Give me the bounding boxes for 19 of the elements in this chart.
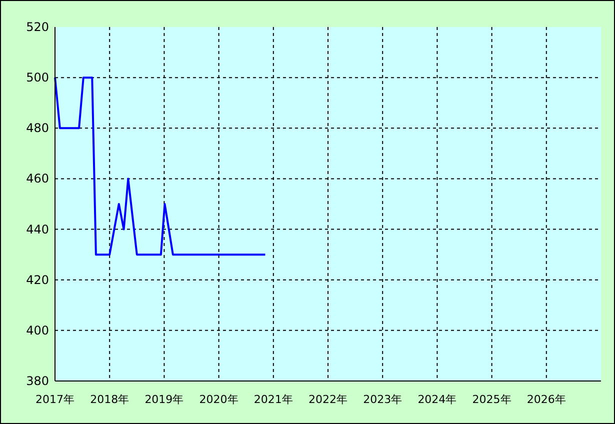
x-tick-label: 2021年 <box>254 393 293 406</box>
x-tick-label: 2018年 <box>90 393 130 406</box>
x-tick-label: 2020年 <box>199 393 238 406</box>
y-tick-label: 500 <box>26 70 49 85</box>
y-tick-label: 440 <box>26 222 49 236</box>
y-tick-label: 520 <box>26 20 49 34</box>
y-tick-label: 480 <box>26 121 49 136</box>
x-tick-label: 2017年 <box>36 393 74 406</box>
x-tick-label: 2023年 <box>363 393 402 406</box>
x-tick-label: 2025年 <box>472 393 512 406</box>
y-tick-label: 420 <box>26 272 49 287</box>
y-tick-label: 400 <box>26 323 49 338</box>
x-tick-label: 2019年 <box>144 393 184 406</box>
y-tick-label: 460 <box>26 172 49 186</box>
x-tick-label: 2026年 <box>526 393 566 406</box>
y-tick-label: 380 <box>26 374 49 388</box>
x-tick-label: 2024年 <box>418 393 457 406</box>
line-series <box>54 76 266 256</box>
x-tick-label: 2022年 <box>308 393 348 406</box>
